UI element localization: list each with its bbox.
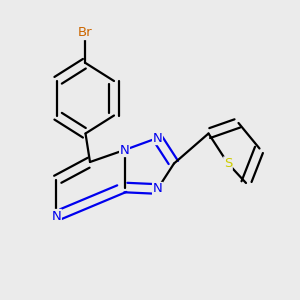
Text: Br: Br — [78, 26, 93, 40]
Text: N: N — [153, 131, 162, 145]
Text: N: N — [120, 143, 129, 157]
Text: S: S — [224, 157, 232, 170]
Text: N: N — [52, 209, 61, 223]
Text: N: N — [153, 182, 162, 196]
